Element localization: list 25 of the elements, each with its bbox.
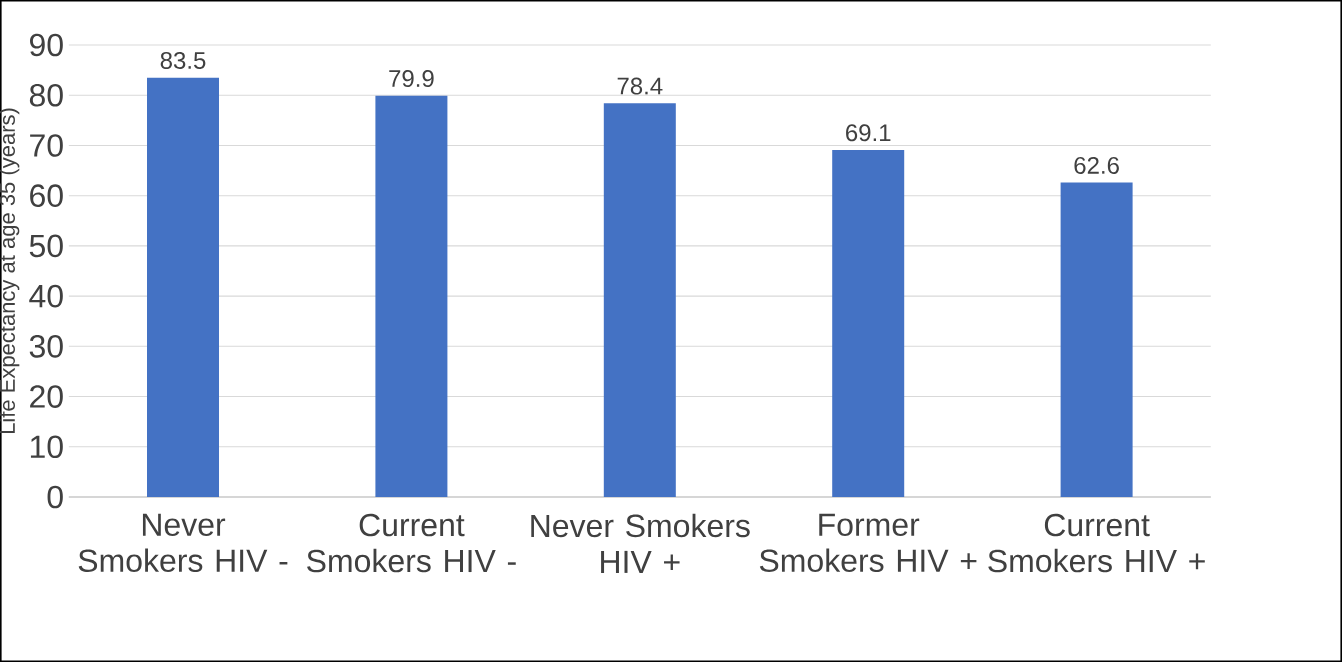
bar	[147, 77, 219, 497]
y-tick-label: 90	[30, 33, 63, 57]
y-tick-label: 10	[30, 435, 63, 459]
y-tick-label: 80	[29, 83, 63, 107]
y-tick-label: 30	[29, 335, 63, 358]
y-tick-label: 60	[30, 184, 63, 207]
y-tick-label: 70	[30, 134, 63, 157]
x-tick-label: Never Smokers HIV +	[531, 513, 750, 573]
x-tick-label: Former Smokers HIV +	[759, 513, 977, 573]
bar	[603, 103, 676, 497]
data-label: 83.5	[160, 51, 206, 69]
bar	[1060, 182, 1133, 497]
x-tick-label: Current Smokers HIV -	[307, 513, 516, 573]
y-tick-label: 50	[29, 234, 63, 258]
bar	[375, 95, 448, 497]
x-tick-label: Current Smokers HIV +	[988, 513, 1205, 573]
y-tick-label: 40	[29, 284, 63, 308]
x-tick-label: Never Smokers HIV -	[78, 513, 288, 573]
data-label: 79.9	[389, 70, 434, 88]
bar	[832, 149, 905, 497]
y-tick-label: 0	[47, 485, 63, 509]
data-label: 69.1	[846, 124, 891, 142]
data-label: 62.6	[1074, 156, 1119, 174]
data-label: 78.4	[617, 77, 663, 95]
y-tick-label: 20	[30, 385, 63, 408]
